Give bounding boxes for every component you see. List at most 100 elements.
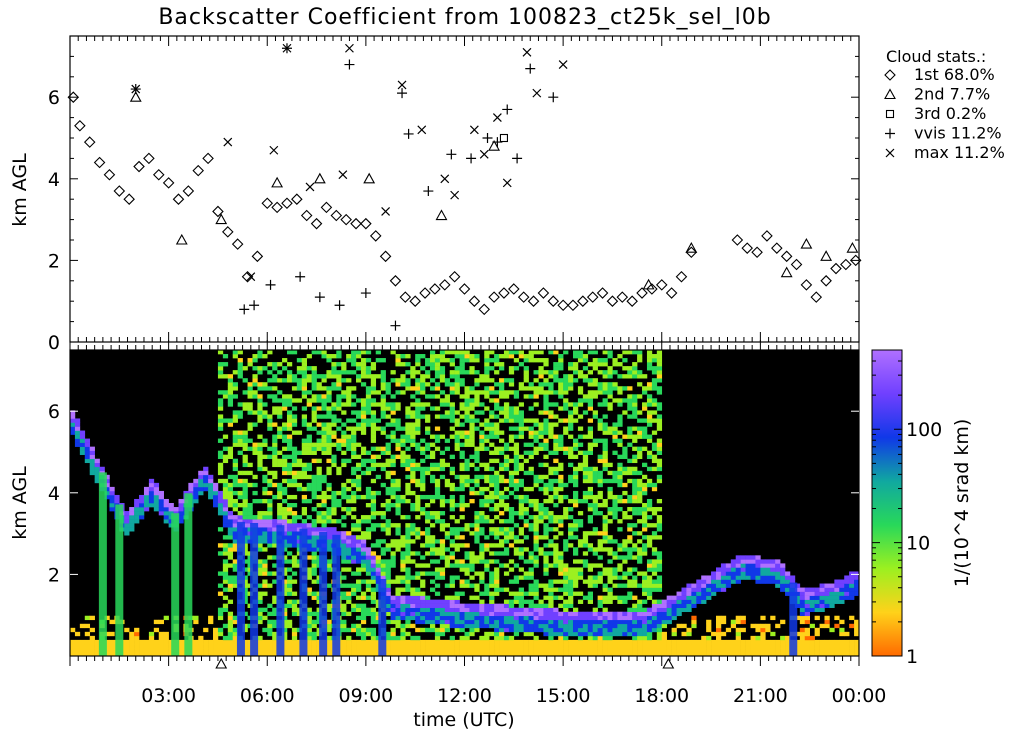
heatmap-cell xyxy=(311,370,317,375)
heatmap-cell xyxy=(282,559,288,564)
heatmap-cell xyxy=(439,543,446,548)
point-1st xyxy=(577,295,589,307)
heatmap-cell xyxy=(390,494,396,500)
heatmap-cell xyxy=(291,503,298,508)
heatmap-cell xyxy=(434,358,441,363)
heatmap-cell xyxy=(449,599,455,604)
heatmap-cell xyxy=(484,354,490,359)
heatmap-cell xyxy=(272,579,278,584)
point-max xyxy=(131,84,141,94)
heatmap-cell xyxy=(642,639,648,645)
heatmap-cell xyxy=(351,627,357,633)
heatmap-cell xyxy=(666,607,672,613)
heatmap-cell xyxy=(267,643,273,649)
heatmap-cell xyxy=(331,511,337,516)
heatmap-cell xyxy=(272,470,278,476)
heatmap-cell xyxy=(632,370,638,375)
heatmap-cell xyxy=(735,563,741,568)
heatmap-cell xyxy=(237,374,243,379)
heatmap-cell xyxy=(785,643,791,649)
heatmap-cell xyxy=(400,643,406,649)
heatmap-cell xyxy=(706,579,712,584)
heatmap-cell xyxy=(617,430,623,435)
heatmap-cell xyxy=(553,366,559,371)
heatmap-cell xyxy=(306,398,312,403)
heatmap-cell xyxy=(262,535,268,540)
point-1st xyxy=(222,226,234,238)
heatmap-cell xyxy=(213,651,219,657)
heatmap-cell xyxy=(558,631,564,637)
heatmap-cell xyxy=(587,611,594,617)
heatmap-cell xyxy=(646,438,653,443)
heatmap-cell xyxy=(553,442,559,447)
heatmap-cell xyxy=(489,350,495,355)
heatmap-cell xyxy=(642,374,648,379)
heatmap-cell xyxy=(257,607,263,613)
point-2nd xyxy=(685,242,698,253)
heatmap-cell xyxy=(420,643,426,649)
heatmap-cell xyxy=(272,635,278,641)
heatmap-cell xyxy=(301,523,307,528)
heatmap-cell xyxy=(543,402,549,407)
heatmap-cell xyxy=(341,603,347,608)
heatmap-cell xyxy=(341,575,347,580)
heatmap-cell xyxy=(642,430,648,435)
heatmap-cell xyxy=(267,531,273,536)
heatmap-cell xyxy=(602,611,608,617)
point-1st xyxy=(192,164,204,177)
heatmap-cell xyxy=(390,615,396,621)
heatmap-cell xyxy=(484,374,490,379)
heatmap-cell xyxy=(242,543,248,548)
heatmap-cell xyxy=(489,442,495,447)
heatmap-cell xyxy=(262,639,268,645)
heatmap-cell xyxy=(592,414,598,419)
heatmap-cell xyxy=(247,362,253,367)
point-1st xyxy=(360,217,372,230)
heatmap-cell xyxy=(469,434,475,439)
heatmap-cell xyxy=(558,446,564,451)
heatmap-cell xyxy=(410,458,416,464)
heatmap-cell xyxy=(617,454,623,460)
heatmap-cell xyxy=(607,547,613,552)
heatmap-cell xyxy=(449,374,455,379)
heatmap-cell xyxy=(503,414,510,419)
heatmap-cell xyxy=(469,422,475,427)
heatmap-cell xyxy=(301,414,307,419)
heatmap-cell xyxy=(217,414,224,419)
heatmap-cell xyxy=(503,458,510,464)
heatmap-cell xyxy=(617,527,623,532)
heatmap-cell xyxy=(494,382,500,387)
heatmap-cell xyxy=(602,587,608,592)
heatmap-cell xyxy=(213,494,219,500)
heatmap-cell xyxy=(508,543,515,548)
heatmap-cell xyxy=(632,490,638,496)
heatmap-cell xyxy=(715,583,722,588)
heatmap-cell xyxy=(415,398,421,403)
heatmap-cell xyxy=(543,595,549,600)
heatmap-cell xyxy=(568,523,574,528)
heatmap-cell xyxy=(701,643,707,649)
heatmap-cell xyxy=(627,651,633,657)
heatmap-cell xyxy=(331,362,337,367)
heatmap-cell xyxy=(222,390,229,395)
heatmap-cell xyxy=(617,354,623,359)
heatmap-cell xyxy=(469,531,475,536)
heatmap-cell xyxy=(341,430,347,435)
heatmap-cell xyxy=(597,575,603,580)
heatmap-cell xyxy=(597,370,603,375)
heatmap-cell xyxy=(656,466,663,472)
heatmap-cell xyxy=(444,619,451,625)
heatmap-cell xyxy=(351,482,357,488)
heatmap-cell xyxy=(410,523,416,528)
heatmap-cell xyxy=(548,631,554,637)
heatmap-cell xyxy=(124,651,130,657)
heatmap-cell xyxy=(499,494,505,500)
heatmap-cell xyxy=(267,386,273,391)
heatmap-cell xyxy=(612,450,618,455)
heatmap-cell xyxy=(484,446,490,451)
heatmap-cell xyxy=(104,651,110,657)
heatmap-cell xyxy=(484,362,490,367)
point-1st xyxy=(849,254,862,267)
heatmap-cell xyxy=(208,651,214,657)
heatmap-cell xyxy=(395,575,401,580)
